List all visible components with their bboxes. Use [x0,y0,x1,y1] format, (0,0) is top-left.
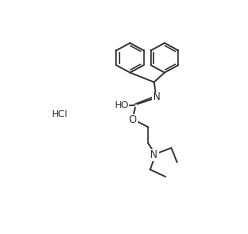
Text: O: O [129,115,137,125]
Text: HO: HO [114,101,128,110]
Text: N: N [153,92,161,102]
Text: HCl: HCl [51,110,67,119]
Text: N: N [150,150,158,160]
